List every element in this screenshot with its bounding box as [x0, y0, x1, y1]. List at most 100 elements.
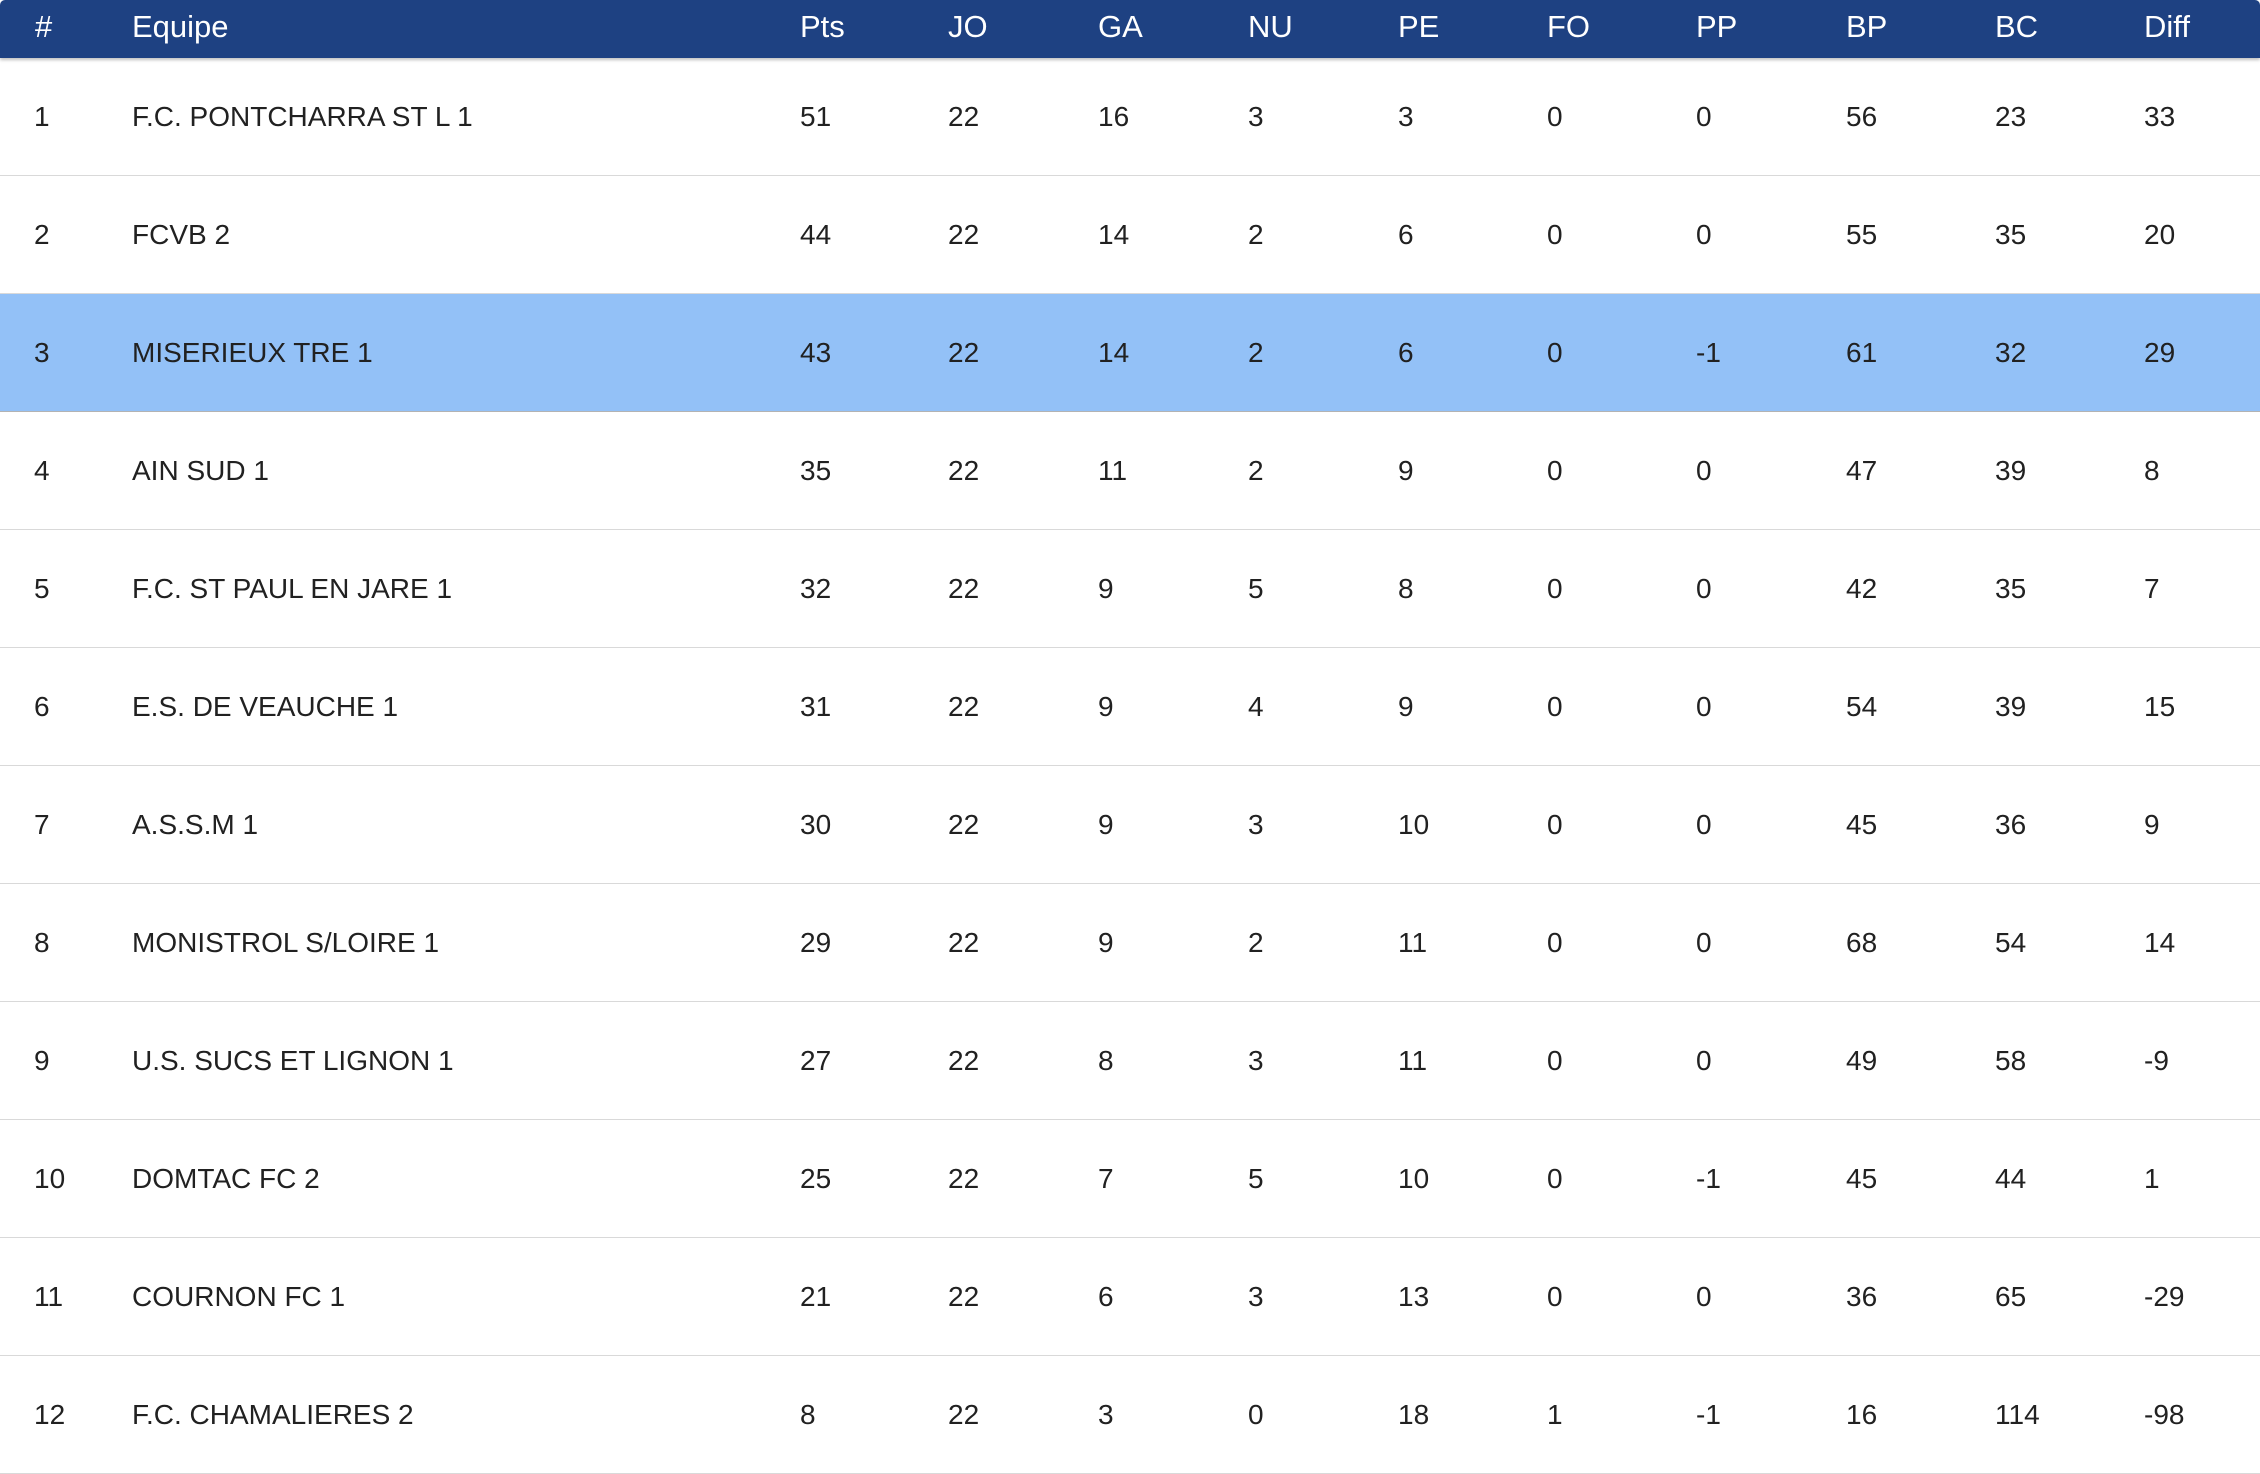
team-name-cell: F.C. PONTCHARRA ST L 1 — [132, 101, 473, 132]
forfeit-cell: 0 — [1547, 573, 1563, 604]
won-cell: 16 — [1098, 101, 1130, 132]
forfeit-cell: 0 — [1547, 691, 1563, 722]
penalty-points-cell: 0 — [1696, 1045, 1712, 1076]
team-name-cell: MISERIEUX TRE 1 — [132, 337, 373, 368]
column-header-won[interactable]: GA — [1098, 9, 1143, 44]
goals-against-cell: 114 — [1995, 1399, 2040, 1430]
goals-for-cell: 45 — [1846, 809, 1878, 840]
forfeit-cell: 0 — [1547, 455, 1563, 486]
penalty-points-cell: 0 — [1696, 219, 1712, 250]
table-row[interactable]: 4 AIN SUD 1 35 22 11 2 9 0 0 47 39 8 — [0, 412, 2260, 530]
table-header: # Equipe Pts JO GA NU PE FO PP BP BC Dif… — [0, 0, 2260, 58]
drawn-cell: 2 — [1248, 337, 1264, 368]
goals-against-cell: 54 — [1995, 927, 2027, 958]
goals-for-cell: 68 — [1846, 927, 1878, 958]
table-body: 1 F.C. PONTCHARRA ST L 1 51 22 16 3 3 0 0 56 23 33 2… — [0, 58, 2260, 1474]
rank-cell: 2 — [34, 219, 50, 250]
rank-cell: 10 — [34, 1163, 66, 1194]
team-name-cell: F.C. ST PAUL EN JARE 1 — [132, 573, 453, 604]
table-row[interactable]: 7 A.S.S.M 1 30 22 9 3 10 0 0 45 36 9 — [0, 766, 2260, 884]
points-cell: 29 — [800, 927, 832, 958]
played-cell: 22 — [948, 927, 980, 958]
column-header-goals-against[interactable]: BC — [1995, 9, 2039, 44]
table-row[interactable]: 12 F.C. CHAMALIERES 2 8 22 3 0 18 1 -1 16 114 -98 — [0, 1356, 2260, 1474]
played-cell: 22 — [948, 337, 980, 368]
rank-cell: 11 — [34, 1281, 64, 1312]
played-cell: 22 — [948, 573, 980, 604]
column-header-lost[interactable]: PE — [1398, 9, 1440, 44]
points-cell: 30 — [800, 809, 832, 840]
table-row[interactable]: 1 F.C. PONTCHARRA ST L 1 51 22 16 3 3 0 0 56 23 33 — [0, 58, 2260, 176]
won-cell: 8 — [1098, 1045, 1114, 1076]
drawn-cell: 2 — [1248, 927, 1264, 958]
goals-for-cell: 55 — [1846, 219, 1878, 250]
column-header-team[interactable]: Equipe — [132, 9, 229, 44]
forfeit-cell: 0 — [1547, 1045, 1563, 1076]
goals-against-cell: 44 — [1995, 1163, 2027, 1194]
points-cell: 32 — [800, 573, 832, 604]
won-cell: 9 — [1098, 927, 1114, 958]
goals-against-cell: 39 — [1995, 455, 2027, 486]
goals-against-cell: 32 — [1995, 337, 2027, 368]
goal-difference-cell: 1 — [2144, 1163, 2160, 1194]
table-row[interactable]: 9 U.S. SUCS ET LIGNON 1 27 22 8 3 11 0 0 49 58 -9 — [0, 1002, 2260, 1120]
drawn-cell: 3 — [1248, 101, 1264, 132]
column-header-goals-for[interactable]: BP — [1846, 9, 1888, 44]
rank-cell: 4 — [34, 455, 50, 486]
penalty-points-cell: -1 — [1696, 337, 1721, 368]
rank-cell: 8 — [34, 927, 50, 958]
penalty-points-cell: 0 — [1696, 927, 1712, 958]
column-header-played[interactable]: JO — [948, 9, 988, 44]
won-cell: 14 — [1098, 219, 1130, 250]
lost-cell: 8 — [1398, 573, 1414, 604]
goal-difference-cell: 15 — [2144, 691, 2176, 722]
goals-against-cell: 35 — [1995, 573, 2027, 604]
drawn-cell: 2 — [1248, 455, 1264, 486]
table-row[interactable]: 3 MISERIEUX TRE 1 43 22 14 2 6 0 -1 61 32 29 — [0, 294, 2260, 412]
points-cell: 27 — [800, 1045, 832, 1076]
rank-cell: 7 — [34, 809, 50, 840]
lost-cell: 6 — [1398, 219, 1414, 250]
drawn-cell: 4 — [1248, 691, 1264, 722]
drawn-cell: 5 — [1248, 1163, 1264, 1194]
played-cell: 22 — [948, 1281, 980, 1312]
column-header-forfeit[interactable]: FO — [1547, 9, 1591, 44]
penalty-points-cell: 0 — [1696, 573, 1712, 604]
lost-cell: 11 — [1398, 927, 1428, 958]
penalty-points-cell: 0 — [1696, 101, 1712, 132]
table-row[interactable]: 8 MONISTROL S/LOIRE 1 29 22 9 2 11 0 0 68 54 14 — [0, 884, 2260, 1002]
table-row[interactable]: 6 E.S. DE VEAUCHE 1 31 22 9 4 9 0 0 54 39 15 — [0, 648, 2260, 766]
column-header-rank[interactable]: # — [35, 9, 53, 44]
table-row[interactable]: 10 DOMTAC FC 2 25 22 7 5 10 0 -1 45 44 1 — [0, 1120, 2260, 1238]
table-row[interactable]: 5 F.C. ST PAUL EN JARE 1 32 22 9 5 8 0 0 42 35 7 — [0, 530, 2260, 648]
goals-against-cell: 35 — [1995, 219, 2027, 250]
column-header-penalty-points[interactable]: PP — [1696, 9, 1738, 44]
column-header-drawn[interactable]: NU — [1248, 9, 1293, 44]
won-cell: 11 — [1098, 455, 1128, 486]
played-cell: 22 — [948, 1045, 980, 1076]
goal-difference-cell: 33 — [2144, 101, 2176, 132]
column-header-points[interactable]: Pts — [800, 9, 845, 44]
played-cell: 22 — [948, 455, 980, 486]
won-cell: 7 — [1098, 1163, 1114, 1194]
goals-for-cell: 61 — [1846, 337, 1878, 368]
forfeit-cell: 0 — [1547, 101, 1563, 132]
goal-difference-cell: 7 — [2144, 573, 2160, 604]
played-cell: 22 — [948, 809, 980, 840]
played-cell: 22 — [948, 691, 980, 722]
goal-difference-cell: -98 — [2144, 1399, 2185, 1430]
lost-cell: 11 — [1398, 1045, 1428, 1076]
goals-against-cell: 65 — [1995, 1281, 2027, 1312]
won-cell: 9 — [1098, 573, 1114, 604]
table-row[interactable]: 2 FCVB 2 44 22 14 2 6 0 0 55 35 20 — [0, 176, 2260, 294]
points-cell: 35 — [800, 455, 832, 486]
lost-cell: 9 — [1398, 691, 1414, 722]
table-row[interactable]: 11 COURNON FC 1 21 22 6 3 13 0 0 36 65 -29 — [0, 1238, 2260, 1356]
lost-cell: 10 — [1398, 809, 1430, 840]
lost-cell: 6 — [1398, 337, 1414, 368]
lost-cell: 10 — [1398, 1163, 1430, 1194]
drawn-cell: 3 — [1248, 809, 1264, 840]
played-cell: 22 — [948, 101, 980, 132]
column-header-goal-difference[interactable]: Diff — [2144, 9, 2190, 44]
points-cell: 21 — [800, 1281, 832, 1312]
